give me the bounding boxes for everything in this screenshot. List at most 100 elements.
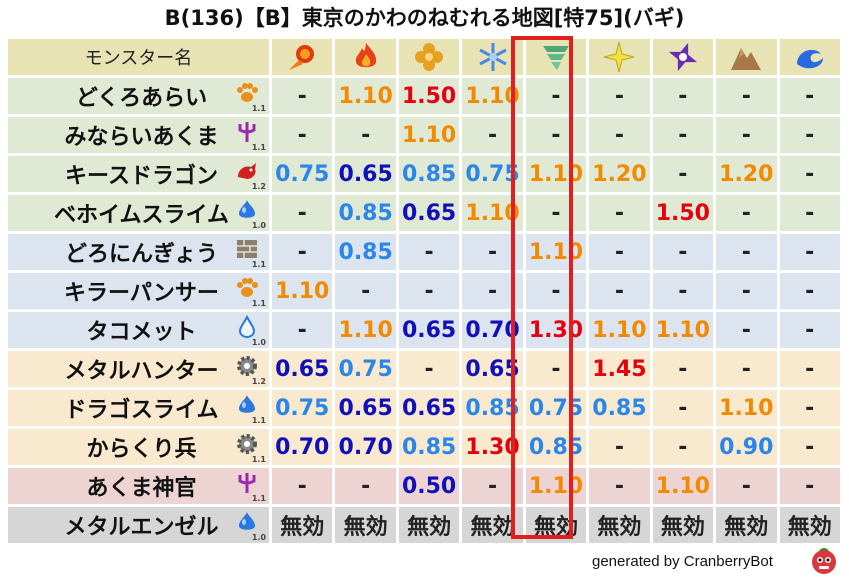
resistance-value: -: [716, 117, 777, 153]
resistance-value: 0.75: [272, 390, 333, 426]
cranberry-bot-icon: [812, 548, 836, 574]
resistance-value: 1.45: [589, 351, 650, 387]
resistance-value: -: [652, 273, 714, 309]
resistance-value: -: [779, 390, 840, 426]
resistance-value: -: [398, 234, 460, 270]
table-row: ドラゴスライム 1.1 0.75 0.65 0.65 0.85 0.75 0.85-1.10-: [8, 390, 840, 426]
monster-name: どろにんぎょう: [65, 242, 218, 267]
monster-name-cell: キースドラゴン 1.2: [8, 156, 269, 192]
resistance-value: -: [272, 234, 333, 270]
table-row: どくろあらい 1.1-1.10 1.50 1.10- - - - -: [8, 78, 840, 114]
resistance-value: -: [652, 390, 714, 426]
brick-icon: [235, 237, 259, 261]
resistance-value: 無効: [335, 507, 396, 543]
monster-name-cell: からくり兵 1.1: [8, 429, 269, 465]
resistance-value: 0.75: [335, 351, 396, 387]
resistance-value: 1.10: [589, 312, 650, 348]
resistance-value: -: [272, 78, 333, 114]
resistance-value: -: [716, 312, 777, 348]
resistance-value: 0.65: [335, 390, 396, 426]
resistance-value: 1.10: [525, 234, 587, 270]
table-row: みならいあくま 1.1- -1.10- - - - - -: [8, 117, 840, 153]
footer-credit: generated by CranberryBot: [592, 553, 773, 570]
resistance-value: 1.10: [398, 117, 460, 153]
resistance-value: 1.30: [525, 312, 587, 348]
resistance-value: 0.85: [398, 156, 460, 192]
resistance-value: 0.90: [716, 429, 777, 465]
resistance-value: -: [779, 429, 840, 465]
resistance-value: -: [652, 429, 714, 465]
resistance-value: 0.75: [525, 390, 587, 426]
resistance-value: -: [716, 351, 777, 387]
resistance-value: -: [589, 117, 650, 153]
gear-icon: [235, 354, 259, 378]
resistance-value: 1.50: [398, 78, 460, 114]
resistance-value: 1.10: [652, 312, 714, 348]
column-header-tornado: [525, 39, 587, 75]
table-row: キースドラゴン 1.2 0.75 0.65 0.85 0.75 1.10 1.20-1.20-: [8, 156, 840, 192]
resistance-value: -: [335, 117, 396, 153]
resistance-value: -: [589, 468, 650, 504]
monster-level: 1.2: [251, 377, 266, 386]
monster-name: どくろあらい: [75, 86, 208, 111]
resistance-value: -: [652, 117, 714, 153]
resistance-value: 0.70: [272, 429, 333, 465]
monster-level: 1.2: [251, 182, 266, 191]
table-row: あくま神官 1.1- -0.50-1.10-1.10- -: [8, 468, 840, 504]
resistance-value: 無効: [589, 507, 650, 543]
table-row: メタルハンター 1.2 0.65 0.75-0.65-1.45- - -: [8, 351, 840, 387]
monster-name-cell: ドラゴスライム 1.1: [8, 390, 269, 426]
resistance-value: 無効: [716, 507, 777, 543]
drop-icon: [235, 314, 259, 339]
fire-icon: [285, 40, 319, 74]
resistance-value: 1.10: [335, 78, 396, 114]
monster-name-cell: メタルエンゼル 1.0: [8, 507, 269, 543]
resistance-value: 無効: [652, 507, 714, 543]
resistance-value: -: [652, 78, 714, 114]
resistance-value: -: [779, 156, 840, 192]
gear-icon: [235, 432, 259, 456]
monster-level: 1.1: [251, 299, 266, 308]
resistance-value: 1.10: [652, 468, 714, 504]
resistance-value: -: [525, 195, 587, 231]
table-row: ベホイムスライム 1.0-0.85 0.65 1.10- -1.50- -: [8, 195, 840, 231]
monster-name: キースドラゴン: [65, 164, 218, 189]
monster-name: キラーパンサー: [64, 281, 219, 306]
monster-level: 1.0: [251, 338, 266, 347]
monster-name: メタルエンゼル: [64, 515, 219, 540]
resistance-value: 0.70: [335, 429, 396, 465]
resistance-value: 0.85: [589, 390, 650, 426]
resistance-value: -: [589, 195, 650, 231]
resistance-value: 1.20: [589, 156, 650, 192]
monster-level: 1.1: [251, 260, 266, 269]
snowflake-icon: [476, 40, 510, 74]
rock-icon: [729, 40, 763, 74]
resistance-value: 1.20: [716, 156, 777, 192]
resistance-value: -: [779, 117, 840, 153]
resistance-value: 0.65: [398, 390, 460, 426]
resistance-value: -: [525, 273, 587, 309]
column-header-shuriken: [652, 39, 714, 75]
resistance-value: -: [525, 351, 587, 387]
resistance-value: 無効: [398, 507, 460, 543]
table-row: メタルエンゼル 1.0 無効 無効 無効 無効 無効 無効 無効 無効 無効: [8, 507, 840, 543]
resistance-value: -: [779, 351, 840, 387]
monster-name: からくり兵: [86, 437, 197, 462]
resistance-value: 1.10: [716, 390, 777, 426]
resistance-value: -: [779, 468, 840, 504]
column-header-flame: [335, 39, 396, 75]
resistance-value: 1.10: [335, 312, 396, 348]
resistance-value: -: [272, 117, 333, 153]
resistance-value: 0.75: [462, 156, 523, 192]
resistance-value: -: [335, 468, 396, 504]
resistance-value: -: [398, 273, 460, 309]
monster-level: 1.1: [251, 494, 266, 503]
resistance-value: 0.65: [398, 195, 460, 231]
resistance-value: -: [398, 351, 460, 387]
monster-name-cell: どろにんぎょう 1.1: [8, 234, 269, 270]
trident-icon: [235, 471, 259, 495]
monster-name: タコメット: [86, 320, 197, 345]
paw-icon: [235, 276, 259, 300]
monster-name: みならいあくま: [64, 125, 219, 150]
slime-icon: [235, 510, 259, 534]
